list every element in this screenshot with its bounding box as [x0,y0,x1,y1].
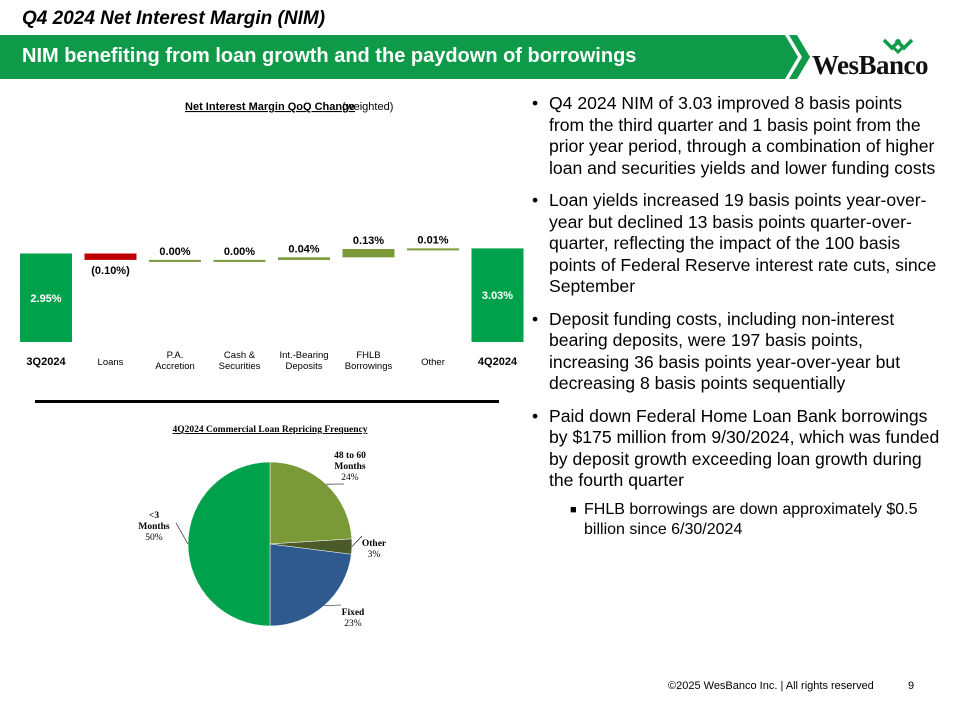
leader-line [324,604,342,606]
bullet-dot-icon: • [532,405,539,426]
pie-slice [269,461,353,545]
sub-bullet-item: ■ FHLB borrowings are down approximately … [532,500,942,540]
data-label: 0.00% [224,246,255,258]
title-banner: NIM benefiting from loan growth and the … [0,35,810,79]
data-label: 2.95% [30,293,61,305]
leader-line [351,535,363,547]
logo-chevron-icon [882,38,914,55]
repricing-pie-chart: 4Q2024 Commercial Loan Repricing Frequen… [138,425,387,629]
slice-label: Fixed [342,608,365,618]
pie-slice [187,461,271,627]
bullet-text: Deposit funding costs, including non-int… [549,308,901,394]
nim-waterfall-chart: Net Interest Margin QoQ Change(weighted)… [20,101,524,372]
category-label: Deposits [286,361,323,372]
category-label: Borrowings [345,361,393,372]
slice-label: Other [362,539,387,549]
slice-label: <3 [149,511,159,521]
pie-slice [269,543,352,627]
waterfall-bar [149,259,201,262]
data-label: (0.10%) [91,265,130,277]
slice-label: Months [334,462,365,472]
leader-line [175,522,189,545]
logo-text: WesBanco [812,50,929,80]
page-title: Q4 2024 Net Interest Margin (NIM) [22,8,326,29]
chart-title-suffix: (weighted) [342,101,393,113]
data-label: 0.13% [353,235,384,247]
data-label: 0.04% [288,243,319,255]
wesbanco-logo: WesBanco [812,38,952,80]
category-label: Loans [98,357,124,368]
category-label: Int.-Bearing [279,350,328,361]
slice-percent-label: 23% [344,619,362,629]
category-label: FHLB [356,350,380,361]
bullet-text: Paid down Federal Home Loan Bank borrowi… [549,405,940,491]
waterfall-bar [407,248,459,251]
bullet-dot-icon: • [532,190,539,210]
waterfall-bar [278,257,330,260]
data-label: 0.01% [417,234,448,246]
chart-divider [35,400,499,403]
bullet-item: • Deposit funding costs, including non-in… [532,309,942,395]
waterfall-bar [213,259,266,262]
category-label: P.A. [167,350,184,361]
slice-percent-label: 24% [341,473,359,483]
bullet-text: Loan yields increased 19 basis points ye… [549,190,937,296]
category-label: Accretion [155,361,195,372]
category-label: Cash & [224,350,256,361]
waterfall-bar [20,253,72,342]
category-label: Other [421,357,445,368]
bullet-item: • Loan yields increased 19 basis points y… [532,190,942,298]
data-label: 3.03% [482,290,513,302]
banner-text: NIM benefiting from loan growth and the … [22,45,637,67]
data-label: 0.00% [159,246,190,258]
waterfall-bar [84,253,137,260]
slice-percent-label: 3% [368,550,381,560]
bullet-item: • Paid down Federal Home Loan Bank borrow… [532,406,942,492]
bullet-dot-icon: • [532,308,539,329]
slice-label: 48 to 60 [334,451,366,461]
page-number: 9 [908,680,915,692]
chart-title: 4Q2024 Commercial Loan Repricing Frequen… [173,425,368,435]
sub-bullet-text: FHLB borrowings are down approximately $… [584,500,918,538]
bullet-list: • Q4 2024 NIM of 3.03 improved 8 basis po… [532,93,942,540]
slice-percent-label: 50% [145,533,163,543]
footer-copyright: ©2025 WesBanco Inc. | All rights reserve… [668,680,874,692]
category-label: 4Q2024 [478,356,518,368]
bullet-item: • Q4 2024 NIM of 3.03 improved 8 basis po… [532,93,942,179]
slice-label: Months [138,522,169,532]
category-label: 3Q2024 [26,356,66,368]
square-bullet-icon: ■ [570,503,577,516]
waterfall-bar [342,249,395,258]
bullet-text: Q4 2024 NIM of 3.03 improved 8 basis poi… [549,93,936,178]
banner-background [0,35,810,79]
category-label: Securities [219,361,261,372]
chart-title: Net Interest Margin QoQ Change [185,101,355,113]
waterfall-bar [471,248,524,342]
bullet-dot-icon: • [532,93,539,113]
